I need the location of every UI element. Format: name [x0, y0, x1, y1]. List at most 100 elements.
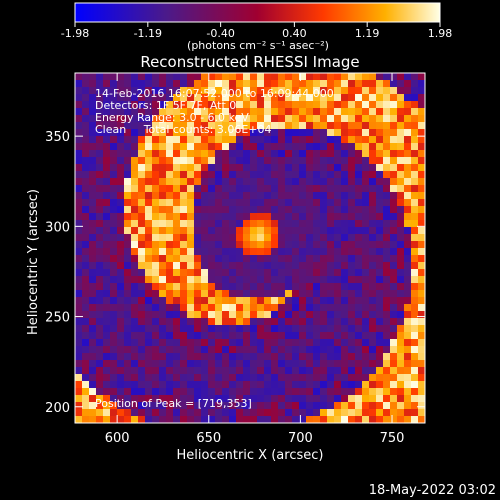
heatmap-cell	[313, 220, 321, 228]
heatmap-cell	[243, 395, 251, 403]
heatmap-cell	[103, 185, 111, 193]
heatmap-cell	[138, 213, 146, 221]
heatmap-cell	[75, 262, 83, 270]
heatmap-cell	[194, 220, 202, 228]
heatmap-cell	[75, 73, 83, 81]
heatmap-cell	[362, 409, 370, 417]
heatmap-cell	[327, 101, 335, 109]
heatmap-cell	[201, 108, 209, 116]
heatmap-cell	[208, 129, 216, 137]
heatmap-cell	[383, 416, 391, 424]
heatmap-cell	[292, 276, 300, 284]
heatmap-cell	[383, 395, 391, 403]
heatmap-cell	[103, 192, 111, 200]
heatmap-cell	[236, 73, 244, 81]
heatmap-cell	[131, 80, 139, 88]
heatmap-cell	[271, 388, 279, 396]
heatmap-cell	[327, 416, 335, 424]
heatmap-cell	[355, 269, 363, 277]
heatmap-cell	[96, 304, 104, 312]
heatmap-cell	[110, 122, 118, 130]
heatmap-cell	[229, 374, 237, 382]
heatmap-cell	[376, 129, 384, 137]
heatmap-cell	[208, 416, 216, 424]
heatmap-cell	[180, 241, 188, 249]
heatmap-cell	[257, 241, 265, 249]
heatmap-cell	[278, 178, 286, 186]
heatmap-cell	[236, 241, 244, 249]
heatmap-cell	[334, 80, 342, 88]
heatmap-cell	[89, 164, 97, 172]
heatmap-cell	[383, 136, 391, 144]
heatmap-cell	[292, 290, 300, 298]
heatmap-cell	[117, 388, 125, 396]
heatmap-cell	[152, 353, 160, 361]
heatmap-cell	[306, 108, 314, 116]
heatmap-cell	[236, 416, 244, 424]
heatmap-cell	[117, 304, 125, 312]
heatmap-cell	[292, 192, 300, 200]
heatmap-cell	[222, 241, 230, 249]
heatmap-cell	[341, 325, 349, 333]
heatmap-cell	[348, 129, 356, 137]
heatmap-cell	[418, 374, 426, 382]
heatmap-cell	[180, 87, 188, 95]
heatmap-cell	[229, 206, 237, 214]
heatmap-cell	[383, 388, 391, 396]
heatmap-cell	[145, 283, 153, 291]
heatmap-cell	[110, 360, 118, 368]
heatmap-cell	[411, 87, 419, 95]
heatmap-cell	[341, 339, 349, 347]
heatmap-cell	[362, 416, 370, 424]
heatmap-cell	[292, 199, 300, 207]
heatmap-cell	[292, 136, 300, 144]
heatmap-cell	[229, 143, 237, 151]
heatmap-cell	[173, 381, 181, 389]
heatmap-cell	[390, 339, 398, 347]
heatmap-cell	[383, 220, 391, 228]
heatmap-cell	[348, 150, 356, 158]
heatmap-cell	[306, 192, 314, 200]
heatmap-cell	[208, 269, 216, 277]
heatmap-cell	[257, 171, 265, 179]
heatmap-cell	[180, 213, 188, 221]
heatmap-cell	[383, 276, 391, 284]
heatmap-cell	[194, 115, 202, 123]
heatmap-cell	[369, 136, 377, 144]
heatmap-cell	[299, 164, 307, 172]
heatmap-cell	[320, 122, 328, 130]
heatmap-cell	[194, 290, 202, 298]
heatmap-cell	[138, 94, 146, 102]
heatmap-cell	[243, 136, 251, 144]
heatmap-cell	[229, 360, 237, 368]
heatmap-cell	[404, 325, 412, 333]
x-tick-label: 700	[288, 431, 313, 446]
heatmap-cell	[124, 220, 132, 228]
heatmap-cell	[243, 129, 251, 137]
heatmap-cell	[117, 143, 125, 151]
heatmap-cell	[292, 178, 300, 186]
heatmap-cell	[159, 192, 167, 200]
heatmap-cell	[278, 122, 286, 130]
heatmap-cell	[187, 73, 195, 81]
heatmap-cell	[376, 262, 384, 270]
heatmap-cell	[145, 157, 153, 165]
heatmap-cell	[89, 171, 97, 179]
heatmap-cell	[355, 283, 363, 291]
heatmap-cell	[327, 332, 335, 340]
heatmap-cell	[75, 199, 83, 207]
heatmap-cell	[180, 192, 188, 200]
heatmap-cell	[306, 290, 314, 298]
heatmap-cell	[201, 73, 209, 81]
heatmap-cell	[82, 206, 90, 214]
heatmap-cell	[327, 206, 335, 214]
heatmap-cell	[187, 318, 195, 326]
heatmap-cell	[145, 325, 153, 333]
heatmap-cell	[299, 136, 307, 144]
heatmap-cell	[152, 143, 160, 151]
heatmap-cell	[201, 94, 209, 102]
heatmap-cell	[404, 101, 412, 109]
heatmap-cell	[201, 381, 209, 389]
heatmap-cell	[145, 318, 153, 326]
heatmap-cell	[222, 213, 230, 221]
